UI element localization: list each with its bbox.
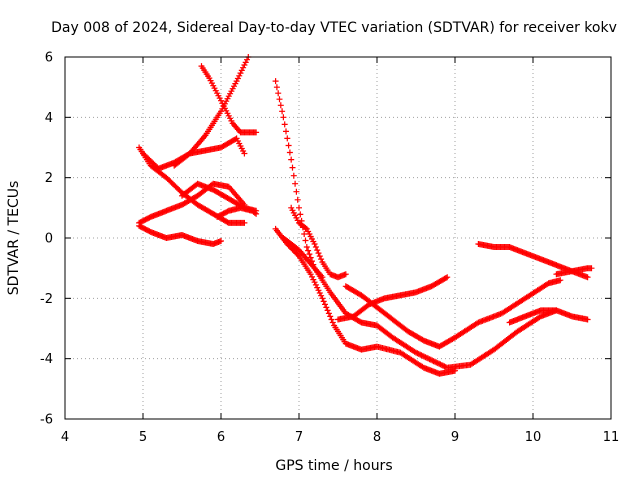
chart-title: Day 008 of 2024, Sidereal Day-to-day VTE… [51, 20, 617, 36]
x-tick-label: 5 [139, 430, 147, 445]
x-tick-label: 4 [61, 430, 69, 445]
series-arc-k [272, 225, 458, 377]
data-marks [136, 54, 595, 377]
y-tick-labels: -6 -4 -2 0 2 4 6 [40, 51, 53, 428]
series-arc-d [136, 222, 224, 247]
series-markers [288, 204, 349, 281]
series-arc-m [335, 274, 451, 323]
y-tick-label: -4 [40, 352, 53, 367]
plot-frame [64, 56, 612, 420]
x-tick-label: 8 [373, 430, 381, 445]
series-markers [136, 144, 248, 226]
series-markers [214, 204, 260, 220]
series-arc-h [214, 204, 260, 220]
series-arc-p [506, 307, 591, 326]
x-axis-label: GPS time / hours [275, 458, 392, 474]
series-arc-o [475, 241, 591, 281]
series-arc-b [140, 135, 248, 172]
series-markers [280, 235, 560, 371]
x-tick-label: 10 [525, 430, 542, 445]
series-markers [475, 241, 591, 281]
series-arc-f [198, 63, 260, 136]
series-arc-n [342, 277, 564, 350]
y-tick-label: -6 [40, 413, 53, 428]
x-tick-label: 7 [295, 430, 303, 445]
grid [65, 57, 611, 419]
series-arc-l [280, 235, 560, 371]
y-tick-label: 2 [45, 171, 53, 186]
series-arc-a [136, 144, 248, 226]
series-arc-j [288, 204, 349, 281]
series-markers [335, 274, 451, 323]
x-tick-labels: 4 5 6 7 8 9 10 11 [61, 430, 619, 445]
y-tick-label: 6 [45, 51, 53, 66]
series-markers [140, 135, 248, 172]
series-arc-e [171, 54, 252, 169]
y-tick-label: 0 [45, 232, 53, 247]
y-tick-label: 4 [45, 111, 53, 126]
series-markers [506, 307, 591, 326]
series-markers [136, 222, 224, 247]
y-tick-label: -2 [40, 292, 53, 307]
series-markers [342, 277, 564, 350]
x-tick-label: 9 [451, 430, 459, 445]
series-markers [171, 54, 252, 169]
x-tick-label: 11 [603, 430, 620, 445]
y-axis-label: SDTVAR / TECUs [6, 181, 22, 296]
series-markers [553, 265, 595, 278]
series-markers [198, 63, 260, 136]
series-markers [272, 225, 458, 377]
x-tick-label: 6 [217, 430, 225, 445]
series-arc-q [553, 265, 595, 278]
